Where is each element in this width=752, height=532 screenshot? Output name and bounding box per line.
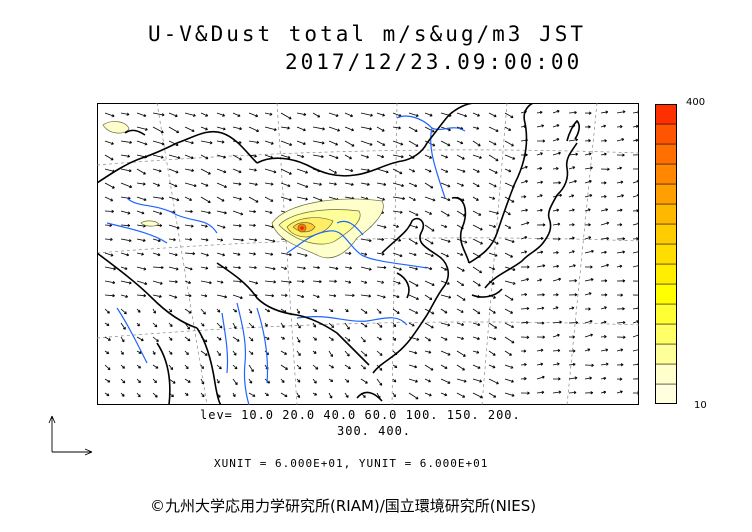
chart-title: U-V&Dust total m/s&ug/m3 JST (148, 22, 587, 46)
contour-levels-line1: lev= 10.0 20.0 40.0 60.0 100. 150. 200. (200, 408, 521, 422)
contour-levels-line2: 300. 400. (337, 424, 412, 438)
colorbar-block (655, 323, 677, 345)
graticule (97, 103, 639, 405)
colorbar-min-label: 10 (694, 400, 707, 411)
colorbar-block (655, 303, 677, 325)
colorbar-block (655, 243, 677, 265)
colorbar-block (655, 383, 677, 404)
colorbar-block (655, 363, 677, 385)
colorbar (655, 104, 677, 404)
colorbar-block (655, 223, 677, 245)
colorbar-block (655, 163, 677, 185)
copyright-notice: ©九州大学応用力学研究所(RIAM)/国立環境研究所(NIES) (150, 497, 537, 515)
colorbar-block (655, 263, 677, 285)
colorbar-block (655, 203, 677, 225)
colorbar-block (655, 104, 677, 125)
rivers (106, 115, 466, 405)
colorbar-block (655, 183, 677, 205)
colorbar-block (655, 123, 677, 145)
map-frame (97, 103, 639, 405)
dust-wind-map (97, 103, 639, 405)
colorbar-max-label: 400 (686, 97, 706, 108)
coastlines-borders (97, 103, 580, 405)
colorbar-block (655, 143, 677, 165)
chart-datetime: 2017/12/23.09:00:00 (285, 50, 583, 74)
vector-units: XUNIT = 6.000E+01, YUNIT = 6.000E+01 (214, 457, 489, 470)
dust-concentration (102, 121, 384, 259)
colorbar-block (655, 343, 677, 365)
xy-axes-arrows-icon (48, 415, 93, 456)
colorbar-block (655, 283, 677, 305)
